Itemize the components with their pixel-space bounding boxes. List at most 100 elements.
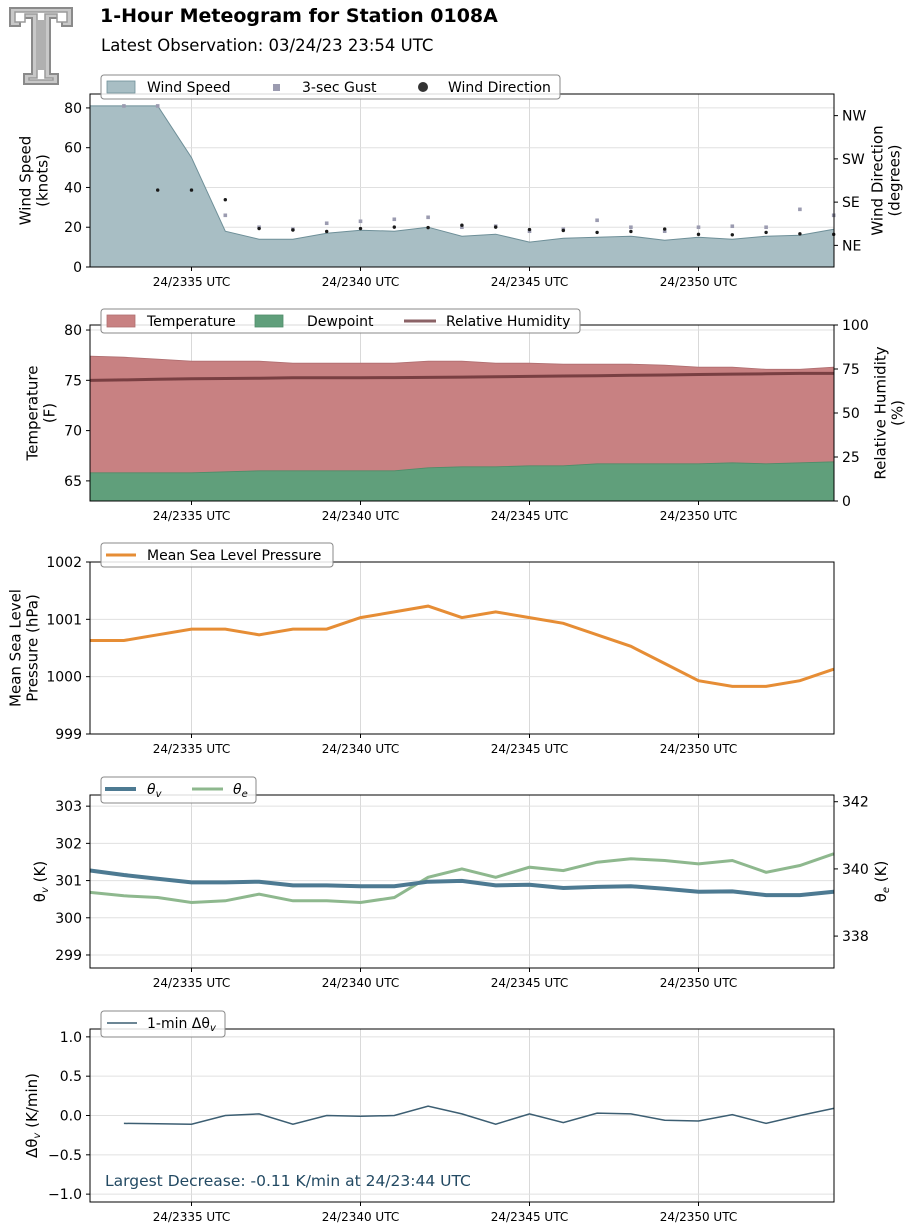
x-tick-label: 24/2345 UTC [491, 1210, 568, 1224]
y-tick-label: 80 [64, 101, 82, 117]
y-tick-label: 65 [64, 474, 82, 490]
y-tick-label: 20 [64, 220, 82, 236]
wind-direction-marker [189, 188, 194, 192]
y-axis-label-line: Mean Sea Level [7, 589, 25, 707]
y-tick-label: 300 [55, 911, 82, 927]
wind-direction-marker [325, 229, 329, 234]
x-tick-label: 24/2345 UTC [491, 742, 568, 756]
x-tick-label: 24/2345 UTC [491, 509, 568, 523]
x-tick-label: 24/2340 UTC [322, 275, 399, 289]
x-tick-label: 24/2345 UTC [491, 976, 568, 990]
delta-theta-line [123, 1105, 834, 1125]
y-tick-label: 80 [64, 323, 82, 339]
gust-marker [798, 207, 802, 212]
y2-tick-label: NW [842, 109, 866, 125]
y-axis-label-line: Wind Speed [17, 136, 35, 226]
page-subtitle: Latest Observation: 03/24/23 23:54 UTC [101, 36, 434, 55]
y-tick-label: 0 [73, 260, 82, 276]
dewpoint-area [89, 461, 835, 502]
gust-marker [426, 215, 430, 220]
legend-swatch-wind-speed [106, 80, 136, 94]
y2-tick-label: 50 [842, 406, 860, 422]
x-tick-label: 24/2335 UTC [153, 976, 230, 990]
y2-axis-label-line: (degrees) [886, 144, 904, 216]
y2-axis-label-line: Relative Humidity [872, 346, 890, 479]
relative-humidity-line [90, 371, 834, 382]
wind-direction-marker [764, 230, 768, 235]
temperature-chart: 24/2335 UTC 24/2340 UTC 24/2345 UTC 24/2350… [24, 308, 907, 523]
wind-direction-marker [561, 228, 565, 233]
y-tick-label: 1.0 [60, 1030, 82, 1046]
y-tick-label: 302 [55, 836, 82, 852]
x-tick-label: 24/2345 UTC [491, 275, 568, 289]
wind-direction-marker [595, 230, 599, 235]
y2-tick-label: 342 [842, 795, 869, 811]
legend-label: Wind Speed [147, 80, 231, 96]
legend-box [100, 308, 581, 334]
legend-label: 1-min Δθv [147, 1016, 217, 1034]
gust-marker [696, 225, 701, 230]
wind-direction-marker [494, 225, 498, 229]
wind-speed-chart: 24/2335 UTC 24/2340 UTC 24/2345 UTC 24/2350… [17, 74, 904, 289]
y-axis-label: Mean Sea Level Pressure (hPa) [7, 589, 42, 707]
y-axis-label: θv (K) [31, 861, 51, 902]
wind-direction-marker [257, 226, 261, 231]
theta-chart: 24/2335 UTC 24/2340 UTC 24/2345 UTC 24/2350… [31, 776, 892, 990]
wind-direction-marker [358, 226, 363, 231]
x-tick-label: 24/2335 UTC [153, 509, 230, 523]
y2-tick-label: 0 [842, 494, 851, 510]
mslp-line [90, 604, 835, 688]
wind-speed-area [90, 105, 834, 268]
wind-direction-marker [696, 232, 701, 237]
legend-box [100, 1010, 226, 1038]
y-tick-label: 1002 [46, 555, 82, 571]
y2-tick-label: 338 [842, 929, 869, 945]
gust-marker [223, 213, 228, 218]
x-tick-label: 24/2350 UTC [660, 976, 737, 990]
gust-marker [595, 218, 599, 223]
y-tick-label: −0.5 [48, 1148, 82, 1164]
x-tick-label: 24/2335 UTC [153, 742, 230, 756]
wind-speed-edge [90, 105, 834, 243]
gust-marker [392, 217, 397, 222]
x-tick-label: 24/2340 UTC [322, 1210, 399, 1224]
y-tick-label: 70 [64, 424, 82, 440]
legend-label: θe [233, 782, 248, 800]
y-tick-label: 60 [64, 141, 82, 157]
y2-tick-label: 25 [842, 450, 860, 466]
legend-box [100, 74, 561, 100]
wind-direction-marker [392, 225, 396, 229]
theta-v-line [89, 868, 834, 898]
y2-tick-label: SW [842, 152, 865, 168]
y-axis-label-line: Temperature [24, 365, 42, 461]
legend-swatch-gust [273, 84, 280, 91]
legend-swatch-direction [418, 82, 428, 92]
delta-theta-chart: 24/2335 UTC 24/2340 UTC 24/2345 UTC 24/2350… [23, 1010, 835, 1224]
y2-axis-label-line: Wind Direction [869, 125, 887, 235]
legend-label: Mean Sea Level Pressure [147, 548, 321, 564]
gust-marker [324, 221, 329, 226]
gust-marker [155, 104, 160, 108]
y2-tick-label: 100 [842, 318, 869, 334]
x-tick-label: 24/2335 UTC [153, 275, 230, 289]
gust-marker [460, 225, 464, 230]
y-axis-label-line: θv (K) [31, 861, 51, 902]
x-tick-label: 24/2335 UTC [153, 1210, 230, 1224]
wind-direction-marker [460, 223, 464, 227]
y-tick-label: 1001 [46, 612, 82, 628]
y2-tick-label: SE [842, 195, 860, 211]
y-axis-label-line: (knots) [34, 154, 52, 207]
x-tick-label: 24/2350 UTC [660, 1210, 737, 1224]
y-tick-label: 0.5 [60, 1069, 82, 1085]
wind-direction-marker [527, 227, 532, 232]
y-tick-label: 0.0 [60, 1109, 82, 1125]
y-tick-label: 40 [64, 180, 82, 196]
y2-axis-label: θe (K) [872, 861, 892, 903]
pressure-chart: 24/2335 UTC 24/2340 UTC 24/2345 UTC 24/2350… [7, 542, 835, 756]
legend-box [100, 542, 334, 568]
wind-direction-marker [798, 232, 802, 236]
wind-direction-marker [291, 228, 295, 232]
x-tick-label: 24/2340 UTC [322, 742, 399, 756]
x-tick-label: 24/2350 UTC [660, 275, 737, 289]
